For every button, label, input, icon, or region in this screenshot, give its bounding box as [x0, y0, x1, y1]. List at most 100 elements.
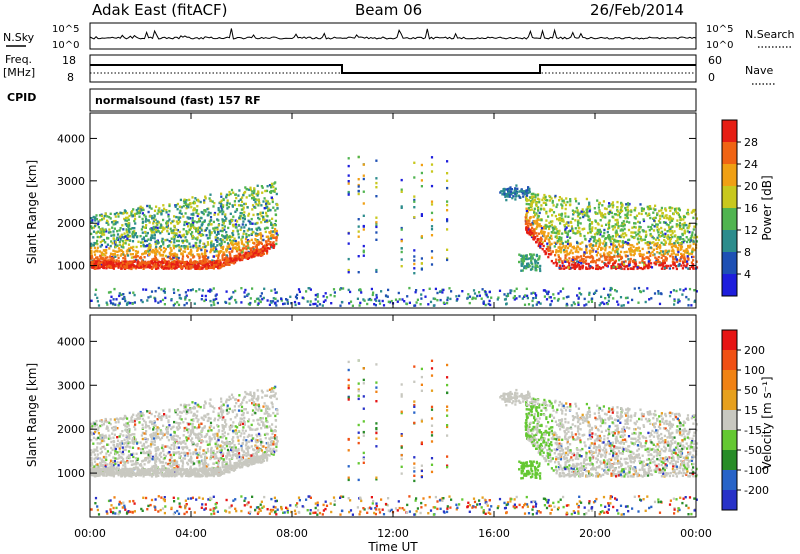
power-cell — [274, 291, 277, 294]
power-cell — [203, 256, 206, 260]
power-cell — [531, 198, 534, 201]
power-cell — [176, 239, 179, 243]
power-cell — [217, 230, 220, 234]
power-cell — [231, 260, 234, 263]
power-cell — [572, 260, 575, 263]
power-cell — [268, 247, 271, 250]
power-cell — [615, 229, 618, 232]
power-cell — [274, 187, 277, 190]
power-cell — [427, 303, 430, 306]
power-cell — [143, 226, 146, 229]
power-cell — [97, 226, 100, 229]
power-cell — [256, 249, 259, 252]
power-cell — [201, 294, 204, 297]
power-cell — [90, 299, 93, 302]
power-cell — [266, 250, 269, 253]
power-cell — [198, 260, 201, 263]
power-cell — [175, 220, 178, 223]
power-cell — [564, 207, 567, 211]
power-cell — [180, 212, 183, 215]
power-cell — [468, 301, 471, 305]
power-cell — [579, 233, 582, 236]
power-cell — [157, 264, 160, 267]
power-cell — [656, 236, 659, 240]
power-cell — [574, 232, 577, 235]
power-cell — [375, 221, 378, 224]
power-cell — [664, 221, 667, 224]
power-cell — [170, 221, 173, 225]
power-cell — [514, 195, 517, 198]
power-cell — [312, 302, 315, 306]
power-cell — [110, 261, 113, 265]
power-cell — [538, 223, 541, 226]
power-cell — [625, 250, 628, 254]
power-cell — [101, 233, 104, 236]
power-cell — [637, 246, 641, 249]
power-cell — [155, 230, 158, 234]
power-cell — [146, 244, 149, 247]
power-cell — [375, 270, 378, 273]
power-cell — [208, 229, 211, 232]
power-cell — [197, 264, 200, 267]
power-cell — [550, 299, 553, 303]
power-cell — [556, 239, 559, 243]
power-cell — [149, 244, 152, 247]
power-cell — [167, 267, 170, 270]
power-cell — [659, 221, 662, 224]
power-cell — [162, 267, 165, 270]
power-cell — [246, 229, 249, 232]
power-cell — [546, 292, 550, 296]
velocity-cell — [145, 446, 148, 449]
power-cell — [630, 234, 633, 238]
power-cell — [188, 228, 191, 232]
power-cell — [539, 236, 543, 239]
power-cell — [219, 238, 222, 241]
power-cell — [134, 260, 137, 263]
power-cell — [92, 236, 95, 239]
power-cell — [400, 226, 403, 230]
power-cell — [599, 241, 602, 244]
power-cell — [227, 257, 230, 260]
power-cell — [658, 302, 662, 306]
power-cell — [558, 236, 561, 239]
power-cell — [547, 238, 550, 241]
power-cell — [367, 298, 370, 301]
power-cell — [217, 260, 220, 264]
power-cell — [230, 242, 233, 245]
power-cell — [168, 251, 171, 255]
power-cell — [257, 204, 260, 207]
power-cell — [102, 249, 105, 252]
power-cell — [187, 217, 190, 220]
power-cell — [521, 255, 524, 259]
power-cell — [531, 221, 534, 225]
power-cell — [273, 288, 276, 291]
power-cell — [669, 264, 672, 267]
power-cell — [565, 266, 568, 269]
power-cell — [132, 208, 135, 211]
power-cell — [121, 260, 124, 263]
nsky-tick-bottom: 10^0 — [52, 40, 79, 51]
power-cell — [529, 230, 532, 233]
power-cell — [167, 232, 170, 235]
power-cell — [163, 303, 166, 306]
power-cell — [116, 229, 119, 233]
power-cell — [220, 240, 223, 243]
power-cell — [187, 206, 190, 209]
power-cell — [243, 211, 246, 214]
power-cell — [214, 294, 217, 297]
power-cell — [566, 200, 569, 204]
power-cell — [564, 256, 567, 260]
power-cell — [202, 212, 205, 216]
power-cell — [271, 230, 274, 233]
power-cell — [430, 200, 434, 203]
power-cell — [265, 252, 269, 255]
power-cell — [413, 259, 416, 262]
power-cell — [160, 230, 164, 233]
power-cell — [547, 253, 551, 256]
power-cell — [99, 219, 102, 222]
power-cell — [139, 235, 142, 238]
colorbar-tick-label: 16 — [744, 202, 758, 215]
power-cell — [191, 266, 194, 269]
power-cell — [193, 220, 196, 223]
power-cell — [99, 255, 102, 258]
